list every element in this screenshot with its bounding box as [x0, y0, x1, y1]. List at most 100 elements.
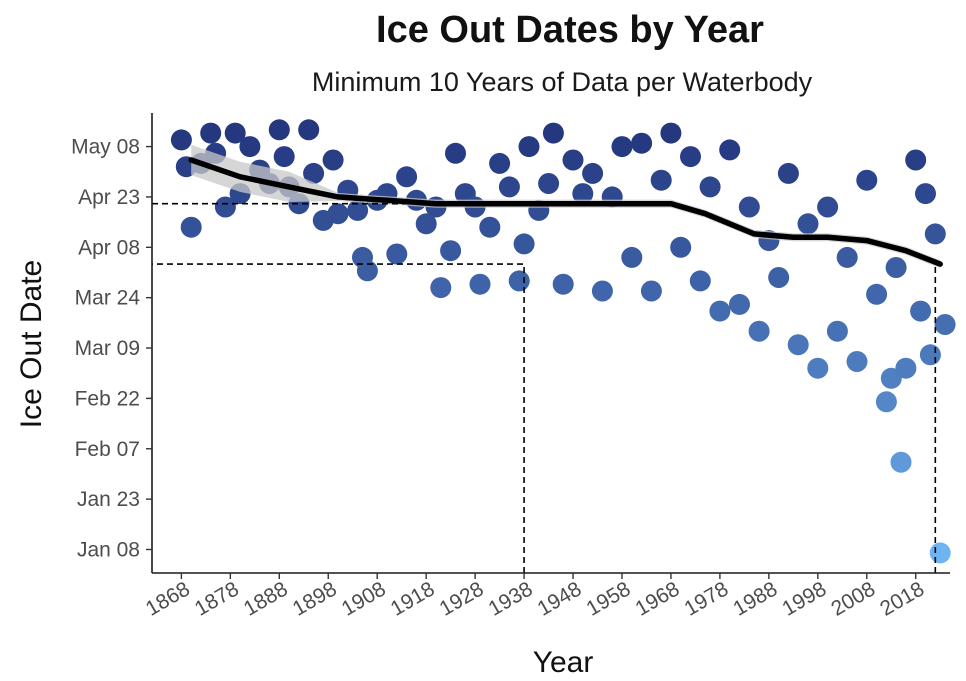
chart-subtitle: Minimum 10 Years of Data per Waterbody	[312, 67, 813, 97]
reference-line-1938	[152, 263, 525, 573]
data-point-55	[631, 132, 653, 154]
data-point-7	[224, 122, 246, 144]
x-tick-label: 1928	[436, 577, 488, 620]
data-point-60	[680, 146, 701, 168]
data-point-83	[890, 451, 912, 473]
data-point-13	[273, 146, 295, 168]
data-point-20	[327, 203, 349, 225]
data-point-82	[885, 257, 907, 278]
points-layer	[170, 119, 956, 564]
data-point-2	[180, 216, 202, 238]
data-point-4	[200, 122, 222, 144]
data-point-72	[797, 213, 819, 235]
data-point-33	[440, 240, 462, 262]
x-tick-label: 1898	[289, 577, 341, 620]
data-point-90	[929, 542, 951, 564]
y-tick-label: Apr 08	[78, 236, 140, 259]
x-tick-label: 2008	[827, 577, 879, 620]
x-tick-label: 2018	[876, 577, 928, 620]
data-point-74	[817, 196, 839, 218]
x-tick-label: 1998	[778, 577, 830, 620]
chart-title: Ice Out Dates by Year	[376, 9, 764, 51]
data-point-40	[498, 176, 520, 198]
data-point-57	[650, 169, 672, 191]
data-point-91	[934, 314, 956, 335]
data-point-70	[777, 162, 799, 184]
data-point-85	[905, 149, 927, 171]
data-point-24	[356, 260, 378, 282]
x-tick-label: 1958	[583, 577, 635, 620]
data-point-58	[660, 122, 682, 144]
data-point-6	[214, 196, 236, 218]
data-point-9	[239, 136, 261, 158]
data-point-84	[895, 357, 917, 379]
x-tick-label: 1948	[534, 577, 586, 620]
data-point-59	[670, 236, 692, 258]
data-point-45	[538, 173, 560, 194]
y-tick-label: Jan 08	[77, 538, 140, 561]
data-point-22	[347, 199, 369, 221]
data-point-28	[396, 166, 418, 188]
data-point-16	[298, 119, 320, 141]
data-point-61	[689, 270, 711, 292]
data-point-87	[915, 183, 936, 205]
trend-line	[188, 157, 943, 267]
data-point-38	[479, 216, 501, 238]
y-tick-label: May 08	[71, 136, 140, 159]
data-point-86	[910, 300, 932, 322]
data-point-46	[542, 122, 564, 144]
data-point-64	[719, 139, 741, 161]
y-axis-title: Ice Out Date	[15, 260, 48, 428]
data-point-34	[445, 142, 466, 164]
data-point-42	[513, 233, 535, 255]
trend-confidence-ribbon	[191, 144, 941, 269]
trend-layer	[188, 157, 943, 267]
y-tick-label: Mar 24	[75, 287, 141, 310]
data-point-53	[611, 136, 633, 158]
data-point-49	[572, 183, 594, 205]
data-point-63	[709, 300, 731, 322]
data-point-17	[303, 162, 325, 184]
x-tick-label: 1988	[729, 577, 781, 620]
trend-ribbon-layer	[191, 144, 941, 269]
data-point-37	[469, 273, 491, 295]
x-axis-title: Year	[533, 646, 594, 679]
data-point-27	[386, 243, 408, 265]
x-tick-label: 1938	[485, 577, 537, 620]
data-point-19	[322, 149, 344, 171]
data-point-48	[562, 149, 584, 171]
data-point-88	[919, 344, 941, 366]
data-point-41	[508, 270, 530, 292]
x-tick-label: 1968	[631, 577, 683, 620]
reference-lines-layer	[152, 202, 937, 573]
x-tick-label: 1918	[387, 577, 439, 620]
data-point-0	[170, 129, 192, 151]
data-point-67	[748, 320, 770, 342]
data-point-32	[430, 277, 452, 299]
data-point-43	[518, 136, 540, 158]
data-point-47	[552, 273, 574, 295]
y-tick-label: Jan 23	[77, 488, 140, 511]
data-point-50	[582, 162, 604, 184]
x-tick-label: 1978	[680, 577, 732, 620]
data-point-79	[866, 283, 888, 305]
data-point-12	[268, 119, 290, 141]
data-point-51	[591, 280, 613, 302]
data-point-54	[621, 246, 643, 268]
data-point-80	[875, 391, 897, 413]
y-tick-label: Apr 23	[78, 186, 140, 209]
data-point-62	[699, 176, 721, 198]
data-point-56	[640, 280, 662, 302]
data-point-66	[738, 196, 760, 218]
data-point-78	[856, 169, 878, 191]
data-point-77	[846, 351, 868, 372]
x-tick-label: 1908	[338, 577, 390, 620]
y-tick-label: Feb 22	[75, 387, 140, 410]
x-tick-label: 1878	[191, 577, 243, 620]
data-point-75	[826, 320, 848, 342]
data-point-69	[768, 267, 790, 288]
x-tick-label: 1868	[142, 577, 194, 620]
y-tick-label: Feb 07	[75, 438, 140, 461]
data-point-65	[729, 293, 750, 315]
